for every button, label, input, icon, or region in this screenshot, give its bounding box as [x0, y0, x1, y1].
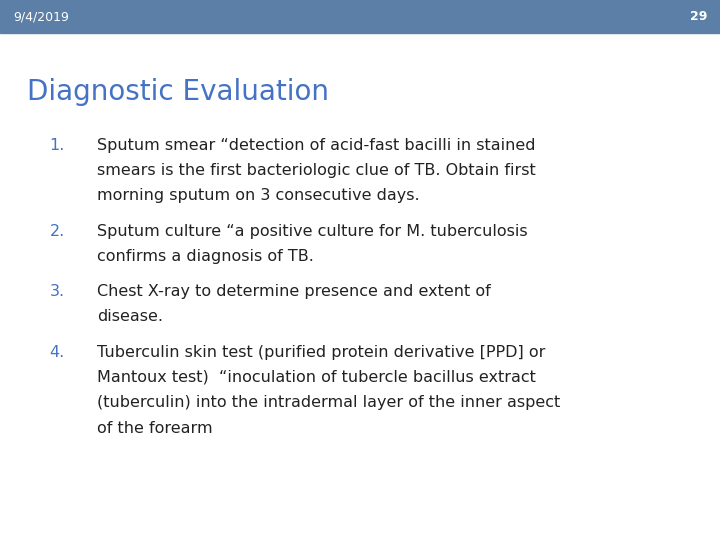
Text: 9/4/2019: 9/4/2019	[13, 10, 69, 23]
Text: Diagnostic Evaluation: Diagnostic Evaluation	[27, 78, 329, 106]
Text: 2.: 2.	[50, 224, 65, 239]
Text: Sputum smear “detection of acid-fast bacilli in stained: Sputum smear “detection of acid-fast bac…	[97, 138, 536, 153]
Text: confirms a diagnosis of TB.: confirms a diagnosis of TB.	[97, 249, 314, 264]
Text: 1.: 1.	[50, 138, 65, 153]
Text: smears is the first bacteriologic clue of TB. Obtain first: smears is the first bacteriologic clue o…	[97, 163, 536, 178]
Bar	[0, 0, 720, 33]
Text: (tuberculin) into the intradermal layer of the inner aspect: (tuberculin) into the intradermal layer …	[97, 395, 560, 410]
Text: of the forearm: of the forearm	[97, 421, 213, 436]
Text: Tuberculin skin test (purified protein derivative [PPD] or: Tuberculin skin test (purified protein d…	[97, 345, 546, 360]
Text: disease.: disease.	[97, 309, 163, 325]
Text: Chest X-ray to determine presence and extent of: Chest X-ray to determine presence and ex…	[97, 284, 491, 299]
Text: 3.: 3.	[50, 284, 65, 299]
Text: Sputum culture “a positive culture for M. tuberculosis: Sputum culture “a positive culture for M…	[97, 224, 528, 239]
Text: 29: 29	[690, 10, 707, 23]
Text: 4.: 4.	[50, 345, 65, 360]
Text: Mantoux test)  “inoculation of tubercle bacillus extract: Mantoux test) “inoculation of tubercle b…	[97, 370, 536, 385]
Text: morning sputum on 3 consecutive days.: morning sputum on 3 consecutive days.	[97, 188, 420, 204]
